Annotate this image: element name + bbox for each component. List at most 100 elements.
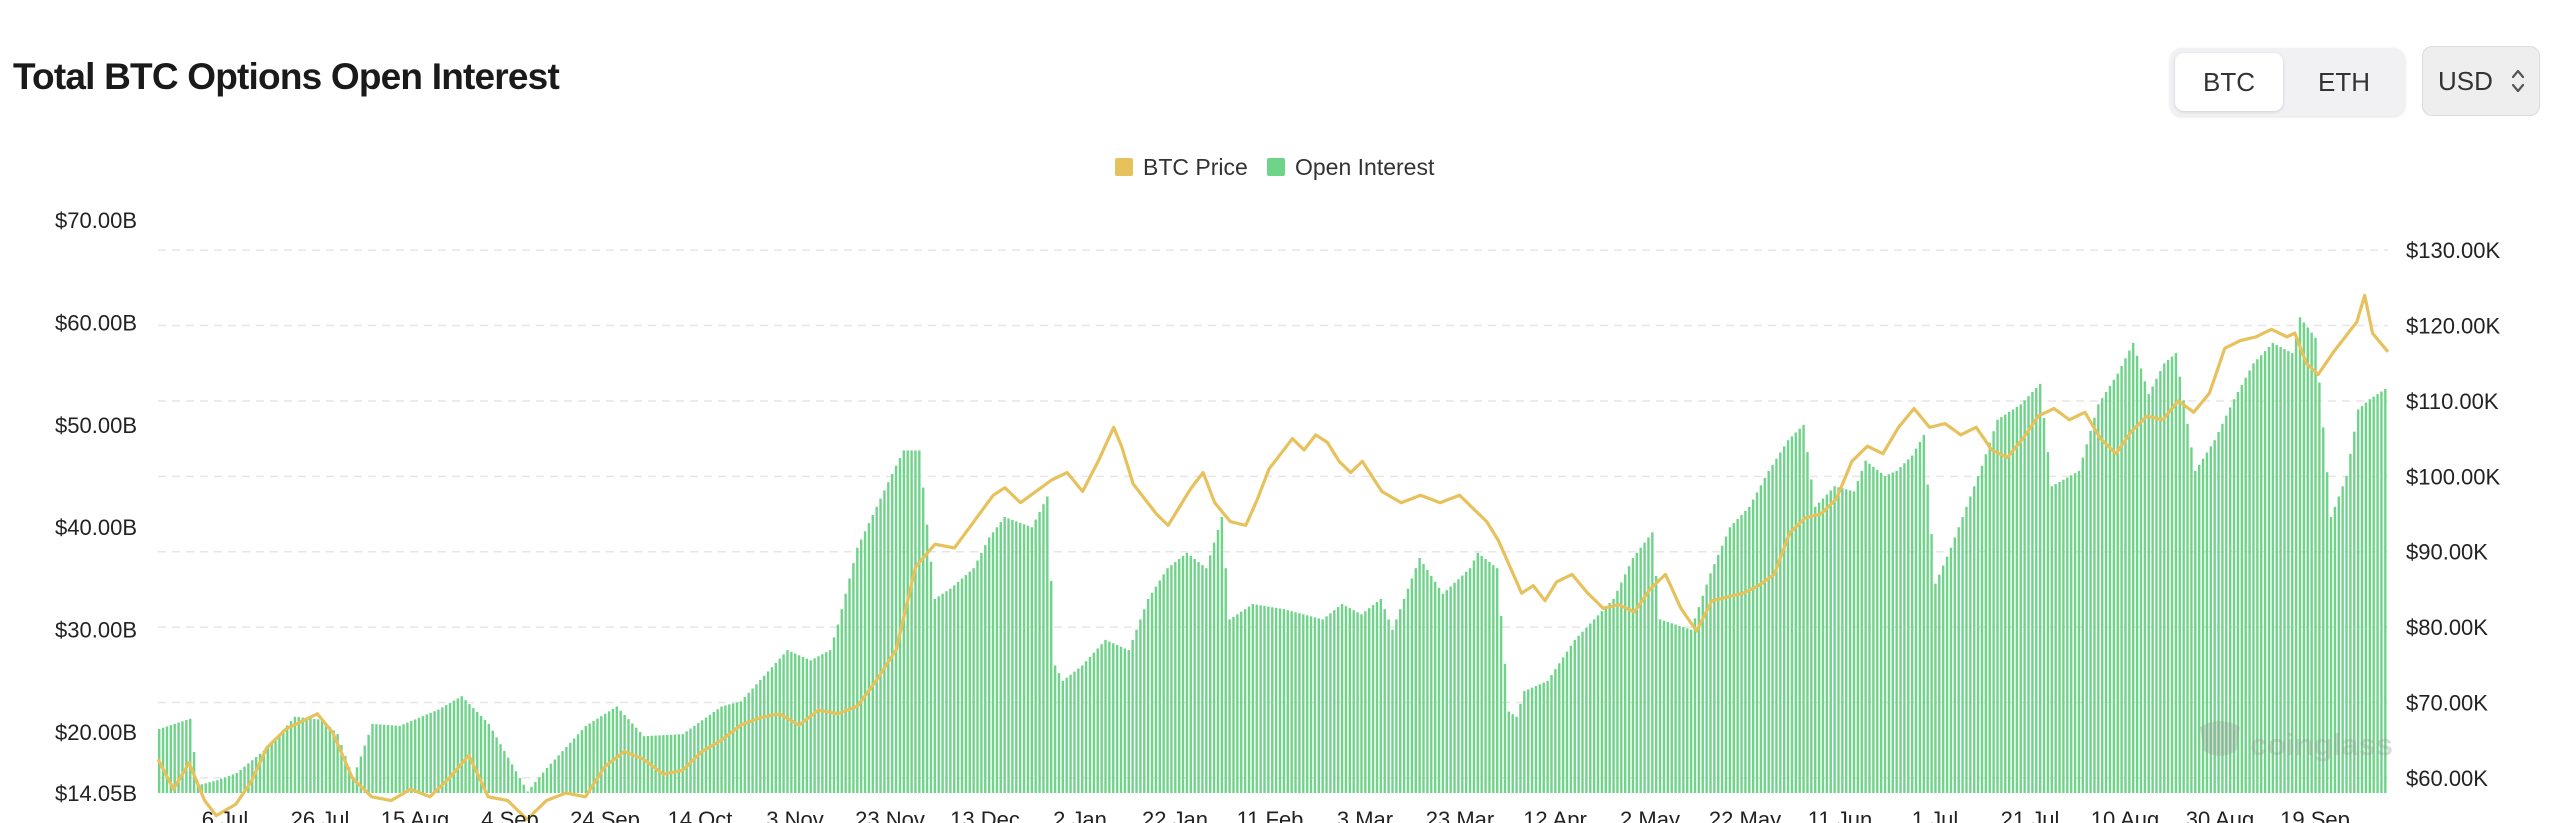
oi-bar	[728, 704, 730, 793]
oi-bar	[709, 715, 711, 793]
oi-bar	[499, 744, 501, 793]
oi-bar	[523, 785, 525, 793]
oi-bar	[1112, 643, 1114, 793]
oi-bar	[2194, 471, 2196, 793]
oi-bar	[1480, 556, 1482, 793]
y-right-tick-label: $60.00K	[2406, 766, 2488, 791]
oi-bar	[972, 568, 974, 793]
oi-bar	[1151, 593, 1153, 793]
oi-bar	[1434, 582, 1436, 793]
oi-bar	[992, 532, 994, 793]
oi-bar	[189, 719, 191, 793]
oi-bar	[2120, 366, 2122, 793]
oi-bar	[1857, 481, 1859, 793]
oi-bar	[1353, 610, 1355, 793]
oi-bar	[2314, 338, 2316, 793]
oi-bar	[682, 734, 684, 793]
coinglass-watermark: coinglass	[2200, 721, 2393, 762]
oi-bar	[1717, 555, 1719, 793]
oi-bar	[484, 720, 486, 793]
oi-bar	[367, 735, 369, 793]
oi-bar	[1248, 607, 1250, 793]
oi-bar	[1042, 504, 1044, 793]
x-tick-label: 13 Dec	[950, 807, 1020, 823]
oi-bar	[2105, 392, 2107, 793]
oi-bar	[821, 654, 823, 793]
oi-bar	[1011, 520, 1013, 793]
oi-bar	[1368, 608, 1370, 793]
oi-bar	[1217, 530, 1219, 793]
oi-bar	[309, 718, 311, 793]
oi-bar	[1733, 523, 1735, 793]
oi-bar	[1581, 632, 1583, 793]
oi-bar	[635, 728, 637, 793]
oi-bar	[437, 710, 439, 793]
oi-bar	[387, 725, 389, 793]
oi-bar	[1135, 630, 1137, 793]
oi-bar	[325, 723, 327, 793]
oi-bar	[1942, 566, 1944, 793]
oi-bar	[1585, 628, 1587, 793]
oi-bar	[969, 572, 971, 793]
y-right-tick-label: $120.00K	[2406, 314, 2501, 339]
oi-bar	[1062, 681, 1064, 793]
oi-bar	[1861, 471, 1863, 793]
oi-bar	[457, 698, 459, 793]
oi-bar	[1907, 459, 1909, 793]
oi-bar	[1496, 568, 1498, 793]
oi-bar	[953, 585, 955, 793]
oi-bar	[1194, 559, 1196, 793]
oi-bar	[716, 709, 718, 793]
oi-bar	[1702, 596, 1704, 793]
oi-bar	[1601, 611, 1603, 793]
oi-bar	[1748, 507, 1750, 793]
oi-bar	[2035, 388, 2037, 793]
oi-bar	[1892, 473, 1894, 793]
oi-bar	[1864, 461, 1866, 793]
y-left-tick-label: $20.00B	[55, 720, 137, 745]
oi-bar	[1477, 553, 1479, 793]
oi-bar	[321, 720, 323, 793]
oi-bar	[1531, 688, 1533, 793]
oi-bar	[813, 658, 815, 793]
oi-bar	[1279, 609, 1281, 793]
oi-bar	[833, 637, 835, 793]
oi-bar	[732, 703, 734, 793]
oi-bar	[1131, 640, 1133, 793]
oi-bar	[2054, 484, 2056, 793]
oi-bar	[1073, 672, 1075, 793]
x-tick-label: 6 Jul	[202, 807, 248, 823]
oi-bar	[1849, 490, 1851, 793]
oi-bar	[2132, 343, 2134, 793]
x-tick-label: 2 May	[1620, 807, 1680, 823]
oi-bar	[1570, 646, 1572, 793]
oi-bar	[1965, 507, 1967, 793]
oi-bar	[662, 735, 664, 793]
oi-bar	[2151, 386, 2153, 793]
oi-bar	[1608, 603, 1610, 793]
oi-bar	[2159, 371, 2161, 793]
oi-bar	[2276, 345, 2278, 793]
oi-bar	[375, 724, 377, 793]
oi-bar	[1174, 562, 1176, 793]
oi-bar	[402, 724, 404, 793]
oi-bar	[2008, 412, 2010, 793]
oi-bar	[1678, 626, 1680, 793]
oi-bar	[1504, 664, 1506, 793]
oi-bar	[1205, 568, 1207, 793]
y-left-tick-label: $70.00B	[55, 208, 137, 233]
oi-bar	[2070, 475, 2072, 793]
oi-bar	[1667, 622, 1669, 793]
oi-bar	[1302, 614, 1304, 793]
oi-bar	[1643, 543, 1645, 793]
oi-bar	[239, 770, 241, 793]
oi-bar	[631, 723, 633, 793]
oi-bar	[2167, 360, 2169, 793]
oi-bar	[887, 482, 889, 793]
oi-bar	[751, 689, 753, 793]
oi-bar	[1442, 594, 1444, 793]
oi-bar	[429, 713, 431, 793]
oi-bar	[1306, 615, 1308, 793]
y-left-tick-label: $50.00B	[55, 413, 137, 438]
